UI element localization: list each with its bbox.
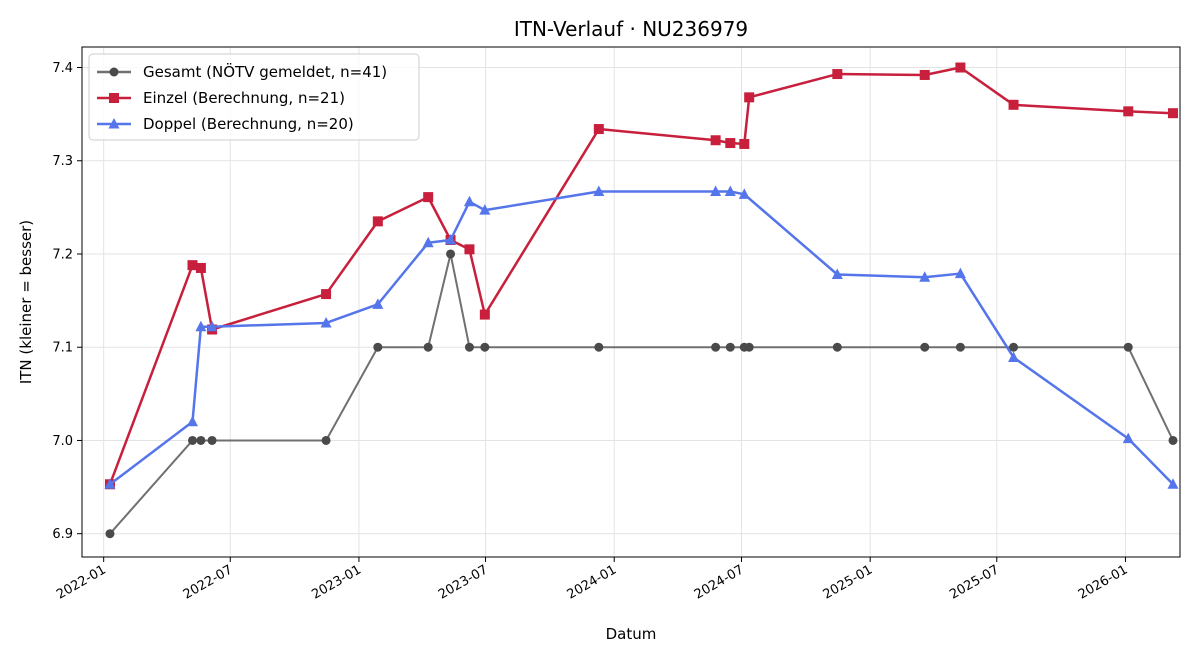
data-point — [738, 188, 750, 199]
series-triangle — [104, 185, 1179, 489]
data-point — [832, 69, 843, 80]
series-layer — [104, 62, 1179, 539]
data-point — [710, 185, 722, 197]
data-point — [321, 289, 332, 300]
data-point — [725, 342, 735, 352]
data-point — [739, 138, 750, 149]
x-tick-label: 2025-07 — [947, 562, 1002, 602]
data-point — [1168, 108, 1179, 119]
data-point — [832, 342, 842, 352]
y-tick-label: 7.0 — [52, 434, 73, 449]
series-circle — [105, 249, 1178, 539]
data-point — [1008, 99, 1019, 110]
data-point — [593, 124, 604, 135]
data-point — [711, 342, 721, 352]
y-tick-label: 6.9 — [52, 527, 73, 542]
data-point — [464, 342, 474, 352]
data-point — [207, 435, 217, 445]
data-point — [1167, 478, 1179, 489]
data-point — [1008, 351, 1020, 362]
data-point — [187, 260, 198, 271]
data-point — [919, 271, 931, 282]
data-point — [594, 342, 604, 352]
data-point — [446, 249, 456, 259]
data-point — [1168, 435, 1178, 445]
legend-label: Gesamt (NÖTV gemeldet, n=41) — [143, 62, 387, 81]
legend-label: Doppel (Berechnung, n=20) — [143, 115, 354, 133]
x-tick-label: 2024-07 — [692, 562, 747, 602]
legend-entry: Gesamt (NÖTV gemeldet, n=41) — [97, 62, 387, 81]
data-point — [744, 92, 755, 103]
x-tick-label: 2026-01 — [1076, 562, 1131, 602]
data-point — [445, 233, 457, 245]
data-point — [104, 478, 116, 489]
data-point — [479, 204, 491, 215]
x-tick-label: 2024-01 — [565, 562, 620, 602]
data-point — [372, 216, 383, 227]
data-point — [955, 62, 966, 73]
data-point — [479, 309, 490, 320]
data-point — [710, 135, 721, 146]
y-tick-label: 7.4 — [52, 61, 73, 76]
data-point — [920, 342, 930, 352]
series-line — [109, 252, 1174, 535]
legend-entry: Doppel (Berechnung, n=20) — [97, 115, 354, 133]
data-point — [195, 320, 207, 332]
data-point — [422, 236, 434, 248]
data-point — [725, 138, 736, 149]
legend-entry: Einzel (Berechnung, n=21) — [97, 89, 345, 107]
data-point — [321, 435, 331, 445]
y-axis-label: ITN (kleiner = besser) — [17, 220, 35, 384]
legend-frame — [88, 53, 420, 141]
data-point — [1123, 106, 1134, 117]
data-point — [1009, 342, 1019, 352]
data-point — [954, 267, 966, 279]
data-point — [724, 185, 736, 197]
x-tick-label: 2025-01 — [821, 562, 876, 602]
data-point — [1122, 432, 1134, 444]
legend-label: Einzel (Berechnung, n=21) — [143, 89, 345, 107]
data-point — [105, 529, 115, 539]
plot-frame — [81, 46, 1181, 558]
x-tick-label: 2022-01 — [54, 562, 109, 602]
legend: Gesamt (NÖTV gemeldet, n=41) Einzel (Bere… — [88, 53, 420, 141]
data-point — [187, 435, 197, 445]
data-point — [372, 298, 384, 309]
data-point — [320, 316, 332, 328]
data-point — [480, 342, 490, 352]
legend-swatch-marker — [109, 67, 119, 77]
data-point — [1123, 342, 1133, 352]
data-point — [423, 342, 433, 352]
y-tick-label: 7.1 — [52, 341, 73, 356]
x-tick-label: 2022-07 — [181, 562, 236, 602]
data-point — [195, 262, 206, 273]
y-tick-label: 7.3 — [52, 154, 73, 169]
data-point — [955, 342, 965, 352]
data-point — [831, 268, 843, 279]
legend-items: Gesamt (NÖTV gemeldet, n=41) Einzel (Bere… — [97, 62, 387, 133]
data-point — [593, 185, 605, 197]
data-point — [463, 195, 475, 207]
y-tick-label: 7.2 — [52, 247, 73, 262]
x-tick-label: 2023-01 — [309, 562, 364, 602]
data-point — [744, 342, 754, 352]
legend-swatch-marker — [108, 118, 120, 129]
data-point — [196, 435, 206, 445]
data-point — [464, 244, 475, 255]
data-point — [423, 192, 434, 203]
data-point — [373, 342, 383, 352]
legend-swatch-marker — [109, 93, 119, 103]
x-axis-label: Datum — [606, 625, 657, 643]
data-point — [919, 69, 930, 80]
data-point — [206, 320, 218, 332]
data-point — [186, 415, 198, 427]
series-line — [109, 190, 1174, 486]
chart-title: ITN-Verlauf · NU236979 — [514, 17, 748, 41]
x-tick-label: 2023-07 — [436, 562, 491, 602]
